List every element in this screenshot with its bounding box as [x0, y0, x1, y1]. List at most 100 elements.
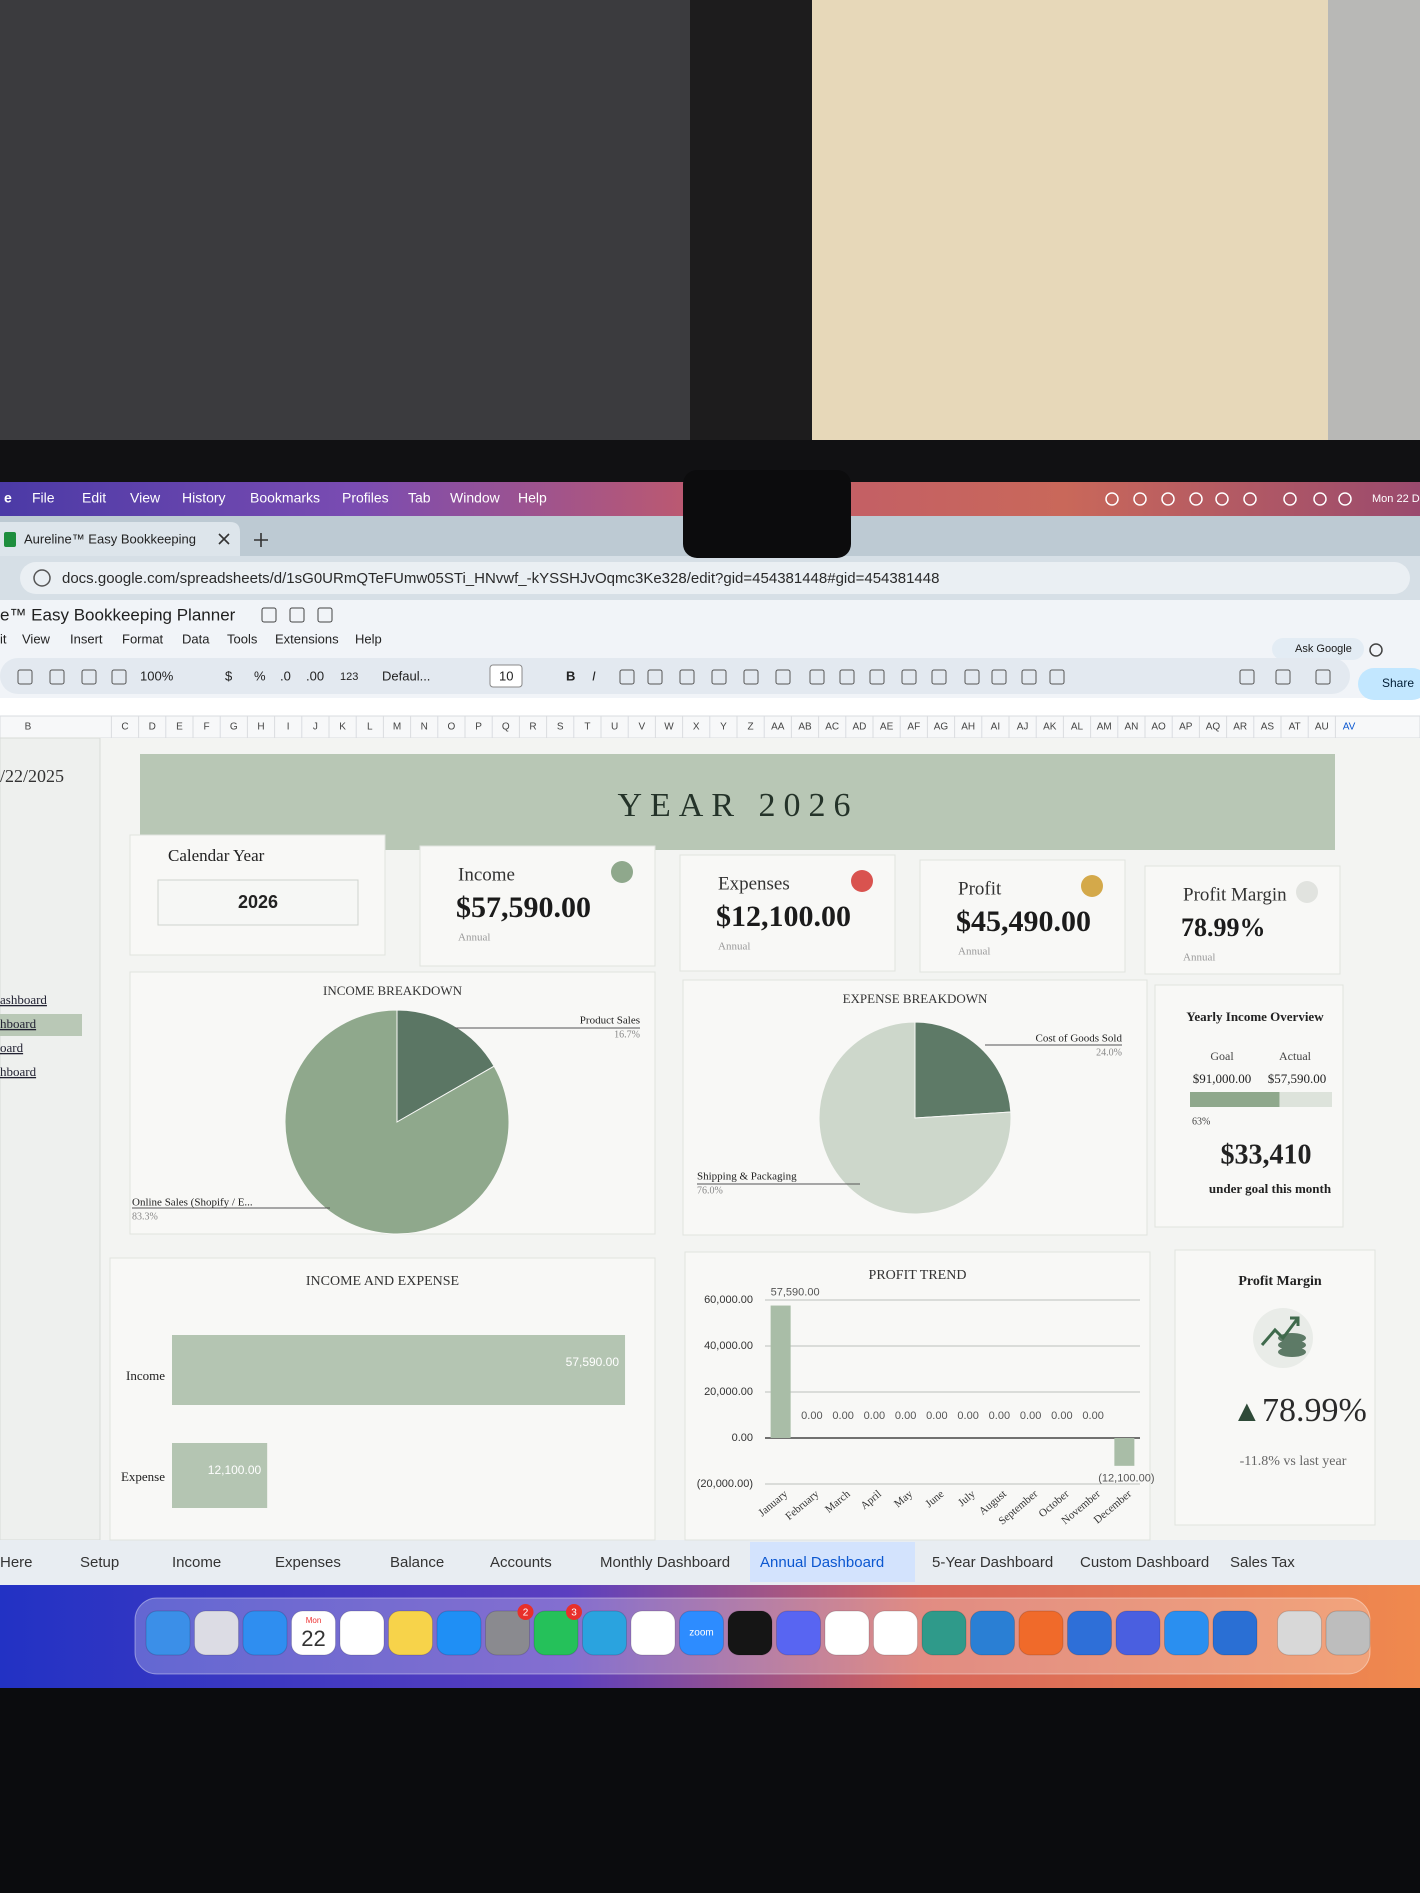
menu-item[interactable]: File [32, 490, 55, 506]
menu-item[interactable]: Help [518, 490, 547, 506]
dock-icon[interactable] [727, 1610, 773, 1656]
menu-item[interactable]: Tab [408, 490, 431, 506]
sheet-tab[interactable]: Custom Dashboard [1080, 1554, 1209, 1571]
new-tab[interactable] [254, 533, 268, 547]
dock-icon[interactable] [1212, 1610, 1258, 1656]
toolbar-icon[interactable] [743, 669, 759, 685]
toolbar-currency[interactable]: $ [225, 668, 233, 683]
toolbar-icon[interactable] [111, 669, 127, 685]
dock-icon[interactable] [921, 1610, 967, 1656]
dock-icon[interactable] [242, 1610, 288, 1656]
sidebar-link[interactable]: hboard [0, 1016, 37, 1031]
dock-icon[interactable] [1164, 1610, 1209, 1656]
sidebar-link[interactable]: hboard [0, 1064, 37, 1079]
toolbar-icon[interactable] [1021, 669, 1037, 685]
tab-close[interactable] [218, 533, 230, 545]
menu-item[interactable]: Profiles [342, 490, 389, 506]
sheet-tab[interactable]: Accounts [490, 1554, 552, 1571]
toolbar-icon[interactable] [775, 669, 791, 685]
sheets-menu[interactable]: Help [355, 631, 382, 646]
toolbar-icon[interactable] [619, 669, 635, 685]
toolbar-percent[interactable]: % [254, 668, 266, 683]
sheet-tab[interactable]: Expenses [275, 1554, 341, 1571]
dock-icon[interactable] [630, 1610, 676, 1656]
sheets-menu[interactable]: Data [182, 631, 210, 646]
toolbar-icon[interactable] [49, 669, 65, 685]
omnibox[interactable] [20, 562, 1410, 594]
toolbar-icon[interactable] [1239, 669, 1255, 685]
dock-icon[interactable] [1325, 1610, 1371, 1656]
dock-icon[interactable] [1067, 1610, 1112, 1656]
dock-icon[interactable] [1018, 1610, 1064, 1656]
toolbar-bold[interactable]: B [566, 668, 575, 683]
toolbar-icon[interactable] [1275, 669, 1291, 685]
menu-item[interactable]: Bookmarks [250, 490, 320, 506]
toolbar-zoom[interactable]: 100% [140, 668, 174, 683]
toolbar-italic[interactable]: I [592, 668, 596, 683]
toolbar-icon[interactable] [81, 669, 97, 685]
sheet-tab[interactable]: Setup [80, 1554, 119, 1571]
sheets-menu[interactable]: View [22, 631, 51, 646]
share-button[interactable] [1358, 668, 1420, 700]
dock-icon[interactable] [679, 1610, 724, 1656]
toolbar-dec_more[interactable]: .00 [306, 668, 324, 683]
dock-icon[interactable] [436, 1610, 482, 1656]
toolbar-icon[interactable] [839, 669, 855, 685]
sheets-menu[interactable]: Extensions [275, 631, 339, 646]
dock-icon[interactable] [824, 1610, 870, 1656]
title-icon[interactable] [317, 607, 333, 623]
dock-icon[interactable] [291, 1610, 336, 1656]
sheet-tab[interactable]: Annual Dashboard [760, 1554, 884, 1571]
sidebar-link[interactable]: oard [0, 1040, 24, 1055]
dock-icon[interactable] [873, 1610, 918, 1656]
sheets-menu[interactable]: Tools [227, 631, 258, 646]
dock-icon[interactable] [533, 1610, 579, 1656]
toolbar-icon[interactable] [1315, 669, 1331, 685]
sidebar-link[interactable]: ashboard [0, 992, 47, 1007]
toolbar-font[interactable]: Defaul... [382, 668, 430, 683]
toolbar-icon[interactable] [931, 669, 947, 685]
toolbar-icon[interactable] [901, 669, 917, 685]
share[interactable]: Share [1382, 676, 1414, 690]
sheet-tab[interactable]: Balance [390, 1554, 444, 1571]
toolbar-icon[interactable] [964, 669, 980, 685]
toolbar-icon[interactable] [991, 669, 1007, 685]
dock-icon[interactable] [485, 1610, 530, 1656]
menu-item[interactable]: Window [450, 490, 501, 506]
sheet-tab[interactable]: Monthly Dashboard [600, 1554, 730, 1571]
dock-icon[interactable] [388, 1610, 433, 1656]
ask-google[interactable]: Ask Google [1295, 643, 1352, 655]
dock-icon[interactable] [339, 1610, 385, 1656]
sheets-menu[interactable]: it [0, 631, 7, 646]
search-icon[interactable] [1369, 643, 1383, 657]
menu-item[interactable]: View [130, 490, 161, 506]
toolbar-size[interactable]: 10 [499, 668, 513, 683]
sheets-menu[interactable]: Format [122, 631, 164, 646]
sheet-tab[interactable]: Here [0, 1554, 33, 1571]
title-icon[interactable] [289, 607, 305, 623]
menu-item[interactable]: History [182, 490, 226, 506]
ask-google-pill[interactable] [1272, 638, 1364, 660]
sheets-menu[interactable]: Insert [70, 631, 103, 646]
dock-icon[interactable] [1115, 1610, 1161, 1656]
toolbar-icon[interactable] [869, 669, 885, 685]
dock-icon[interactable] [145, 1610, 191, 1656]
dock-icon[interactable] [582, 1610, 627, 1656]
toolbar-icon[interactable] [809, 669, 825, 685]
toolbar-dec_less[interactable]: .0 [280, 668, 291, 683]
dock-icon[interactable] [970, 1610, 1015, 1656]
toolbar-icon[interactable] [679, 669, 695, 685]
dock-icon[interactable] [194, 1610, 239, 1656]
toolbar-icon[interactable] [647, 669, 663, 685]
dock-icon[interactable] [776, 1610, 821, 1656]
dock-icon[interactable] [1277, 1610, 1322, 1656]
toolbar-icon[interactable] [1049, 669, 1065, 685]
toolbar-icon[interactable] [17, 669, 33, 685]
toolbar-format[interactable]: 123 [340, 671, 358, 683]
toolbar-icon[interactable] [711, 669, 727, 685]
title-icon[interactable] [261, 607, 277, 623]
sheet-tab[interactable]: Income [172, 1554, 221, 1571]
sheet-tab[interactable]: 5-Year Dashboard [932, 1554, 1053, 1571]
sheet-tab[interactable]: Sales Tax [1230, 1554, 1295, 1571]
menu-item[interactable]: Edit [82, 490, 106, 506]
